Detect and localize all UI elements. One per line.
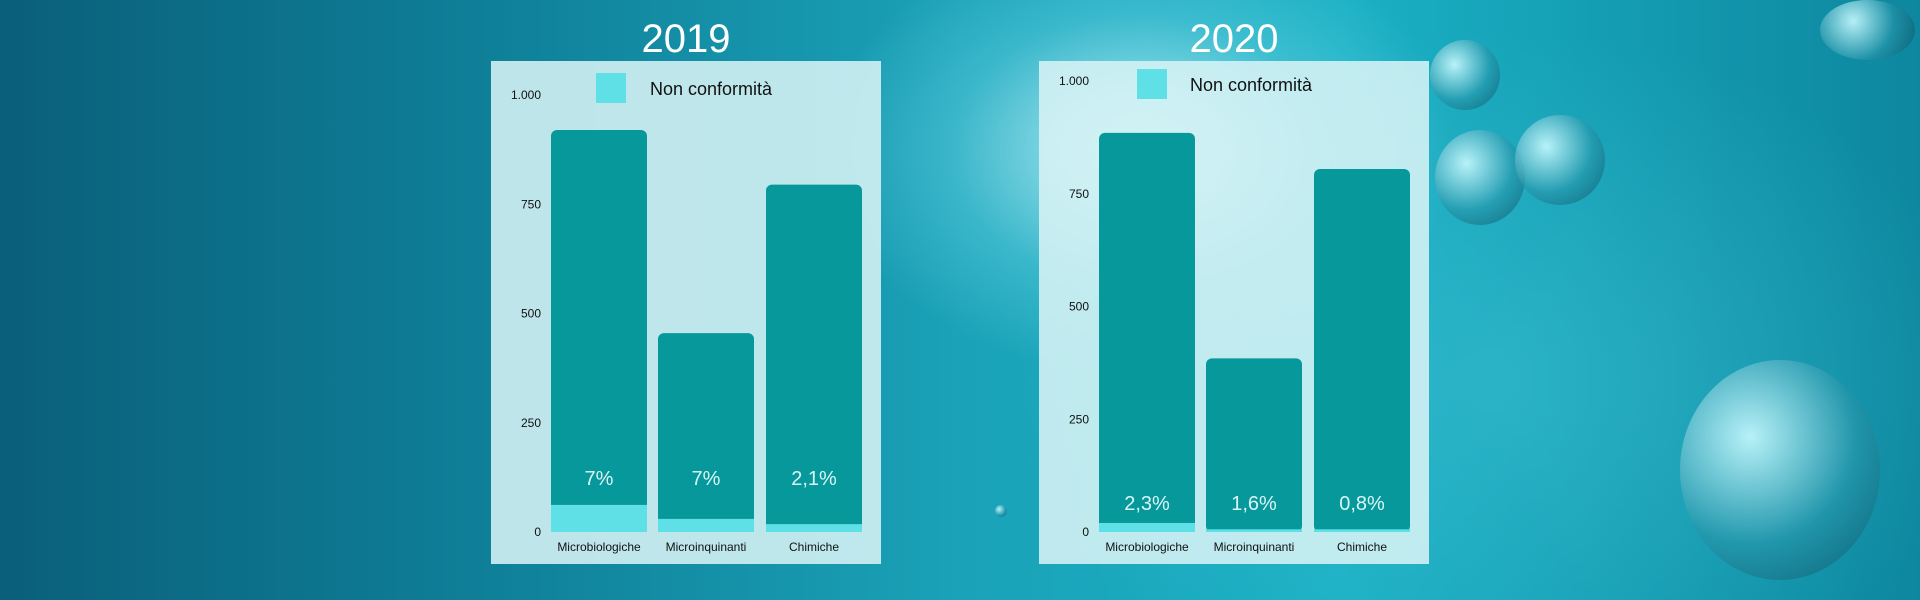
y-tick-label: 750 <box>521 197 541 211</box>
bar-chart-2019: Non conformità 0 250 500 750 1.000 7% Microbiol… <box>491 61 881 564</box>
pct-label: 7% <box>692 468 721 490</box>
pct-label: 0,8% <box>1339 493 1385 515</box>
chart-title-2020: 2020 <box>1189 17 1279 61</box>
bar-chimiche <box>766 184 862 532</box>
y-tick-label: 500 <box>521 307 541 321</box>
pct-label: 2,1% <box>791 468 837 490</box>
x-tick-label: Microinquinanti <box>666 540 747 554</box>
bar-microbiologiche <box>1099 132 1195 532</box>
y-tick-label: 1.000 <box>511 88 541 102</box>
bar-nonconform-microinquinanti <box>658 518 754 532</box>
y-tick-label: 250 <box>521 416 541 430</box>
bar-microinquinanti <box>1206 358 1302 532</box>
bar-chart-2020: Non conformità 0 250 500 750 1.000 2,3% Microbi… <box>1039 61 1429 564</box>
chart-title-2019: 2019 <box>641 17 731 61</box>
bubble-decoration <box>995 505 1007 517</box>
x-tick-label: Microbiologiche <box>1105 540 1189 554</box>
bubble-decoration <box>1435 130 1525 225</box>
chart-canvas: Non conformità 0 250 500 750 1.000 7% Microbiol… <box>491 61 881 564</box>
y-tick-label: 250 <box>1069 412 1089 426</box>
pct-label: 1,6% <box>1231 493 1277 515</box>
legend-label: Non conformità <box>650 79 773 99</box>
y-tick-label: 1.000 <box>1059 74 1089 88</box>
legend-label: Non conformità <box>1190 75 1313 95</box>
bubble-decoration <box>1820 0 1915 60</box>
bar-nonconform-chimiche <box>766 524 862 532</box>
bar-microbiologiche <box>551 129 647 532</box>
y-tick-label: 750 <box>1069 187 1089 201</box>
bar-nonconform-microbiologiche <box>1099 522 1195 532</box>
bubble-decoration <box>1515 115 1605 205</box>
pct-label: 2,3% <box>1124 493 1170 515</box>
pct-label: 7% <box>585 468 614 490</box>
legend-swatch <box>596 73 626 103</box>
x-tick-label: Microinquinanti <box>1214 540 1295 554</box>
bubble-decoration <box>1430 40 1500 110</box>
legend-swatch <box>1137 69 1167 99</box>
y-tick-label: 0 <box>534 525 541 539</box>
chart-canvas: Non conformità 0 250 500 750 1.000 2,3% Microbi… <box>1039 61 1429 564</box>
bar-nonconform-chimiche <box>1314 529 1410 532</box>
x-tick-label: Chimiche <box>789 540 839 554</box>
bar-microinquinanti <box>658 333 754 532</box>
x-tick-label: Microbiologiche <box>557 540 641 554</box>
y-tick-label: 0 <box>1082 525 1089 539</box>
bar-nonconform-microbiologiche <box>551 504 647 532</box>
x-tick-label: Chimiche <box>1337 540 1387 554</box>
bar-nonconform-microinquinanti <box>1206 529 1302 532</box>
bar-chimiche <box>1314 168 1410 532</box>
bubble-decoration <box>1680 360 1880 580</box>
y-tick-label: 500 <box>1069 300 1089 314</box>
